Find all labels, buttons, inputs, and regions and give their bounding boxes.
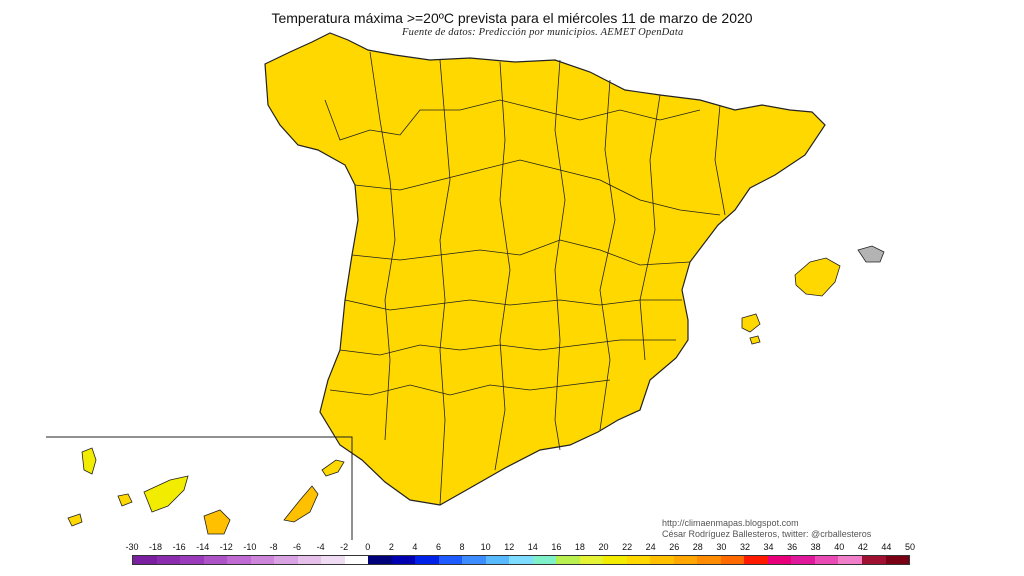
legend-swatch bbox=[297, 556, 322, 564]
legend-swatch bbox=[485, 556, 510, 564]
legend-tick: 26 bbox=[669, 542, 680, 552]
gran-canaria bbox=[203, 509, 231, 535]
legend-swatch bbox=[133, 556, 157, 564]
legend-swatch bbox=[532, 556, 557, 564]
legend-tick: -8 bbox=[269, 542, 278, 552]
legend-tick: -4 bbox=[316, 542, 325, 552]
el-hierro bbox=[67, 513, 83, 527]
legend-tick: -30 bbox=[125, 542, 139, 552]
legend-swatch bbox=[720, 556, 745, 564]
legend-swatch bbox=[391, 556, 416, 564]
legend-tick: -6 bbox=[293, 542, 302, 552]
color-legend bbox=[132, 555, 910, 565]
legend-swatch bbox=[767, 556, 792, 564]
legend-swatch bbox=[203, 556, 228, 564]
legend-tick: 0 bbox=[365, 542, 371, 552]
legend-tick: 30 bbox=[716, 542, 727, 552]
legend-swatch bbox=[180, 556, 204, 564]
legend-tick: 4 bbox=[412, 542, 418, 552]
legend-swatch bbox=[814, 556, 839, 564]
legend-swatch bbox=[650, 556, 674, 564]
legend-tick: 24 bbox=[645, 542, 656, 552]
legend-tick: 14 bbox=[527, 542, 538, 552]
legend-swatch bbox=[885, 556, 910, 564]
legend-swatch bbox=[321, 556, 345, 564]
legend-swatch bbox=[673, 556, 698, 564]
legend-tick: 50 bbox=[904, 542, 916, 552]
legend-swatch bbox=[509, 556, 533, 564]
legend-tick: -10 bbox=[243, 542, 257, 552]
legend-tick: -18 bbox=[149, 542, 163, 552]
legend-swatch bbox=[344, 556, 369, 564]
formentera bbox=[749, 335, 761, 345]
legend-swatch bbox=[462, 556, 486, 564]
legend-swatch bbox=[274, 556, 298, 564]
legend-tick: 22 bbox=[622, 542, 633, 552]
legend-tick: 40 bbox=[834, 542, 845, 552]
legend-tick: 36 bbox=[787, 542, 798, 552]
province-borders bbox=[324, 51, 726, 506]
fuerteventura bbox=[283, 485, 319, 523]
credits-author: César Rodríguez Ballesteros, twitter: @c… bbox=[662, 529, 872, 539]
legend-tick: 18 bbox=[574, 542, 585, 552]
legend-swatch bbox=[250, 556, 275, 564]
legend-tick: 10 bbox=[480, 542, 491, 552]
legend-swatch bbox=[438, 556, 463, 564]
legend-tick: 6 bbox=[435, 542, 441, 552]
legend-tick: 34 bbox=[763, 542, 774, 552]
la-palma bbox=[81, 447, 97, 475]
legend-swatch bbox=[791, 556, 815, 564]
legend-tick: 8 bbox=[459, 542, 465, 552]
legend-swatch bbox=[156, 556, 181, 564]
legend-tick: 42 bbox=[857, 542, 868, 552]
legend-swatch bbox=[579, 556, 604, 564]
canary-islands-inset bbox=[46, 436, 353, 540]
credits-url: http://climaenmapas.blogspot.com bbox=[662, 518, 799, 528]
legend-tick: 16 bbox=[551, 542, 562, 552]
legend-tick: -2 bbox=[340, 542, 349, 552]
peninsula bbox=[264, 32, 826, 506]
peninsula-outline bbox=[264, 32, 826, 506]
mallorca bbox=[794, 257, 841, 297]
balearic-islands bbox=[741, 245, 885, 345]
legend-swatch bbox=[415, 556, 439, 564]
legend-swatch bbox=[838, 556, 862, 564]
menorca bbox=[857, 245, 885, 263]
tenerife bbox=[143, 475, 189, 513]
lanzarote bbox=[321, 459, 345, 477]
legend-tick: -14 bbox=[196, 542, 210, 552]
legend-tick: 28 bbox=[692, 542, 703, 552]
legend-tick: 38 bbox=[810, 542, 821, 552]
legend-swatch bbox=[556, 556, 580, 564]
legend-tick-labels: -30 -18 -16 -14 -12 -10 -8 -6 -4 -2 0 2 4 6 8 10 12 14 16 1… bbox=[125, 542, 915, 554]
la-gomera bbox=[117, 493, 133, 507]
legend-tick: -16 bbox=[172, 542, 186, 552]
legend-swatch bbox=[861, 556, 886, 564]
legend-tick: 32 bbox=[739, 542, 750, 552]
legend-tick: 44 bbox=[881, 542, 892, 552]
legend-swatch bbox=[626, 556, 651, 564]
legend-swatch bbox=[744, 556, 768, 564]
legend-tick: 2 bbox=[388, 542, 394, 552]
credits: http://climaenmapas.blogspot.com César R… bbox=[662, 518, 871, 540]
legend-tick: 12 bbox=[504, 542, 515, 552]
legend-swatch bbox=[227, 556, 251, 564]
legend-tick: 20 bbox=[598, 542, 609, 552]
map-title: Temperatura máxima >=20ºC prevista para … bbox=[271, 10, 753, 26]
legend-swatch bbox=[603, 556, 627, 564]
inset-frame bbox=[46, 436, 353, 540]
ibiza bbox=[741, 313, 761, 333]
legend-swatch bbox=[368, 556, 392, 564]
legend-tick: -12 bbox=[219, 542, 233, 552]
legend-swatch bbox=[697, 556, 721, 564]
data-source: Fuente de datos: Predicción por municipi… bbox=[402, 27, 684, 38]
